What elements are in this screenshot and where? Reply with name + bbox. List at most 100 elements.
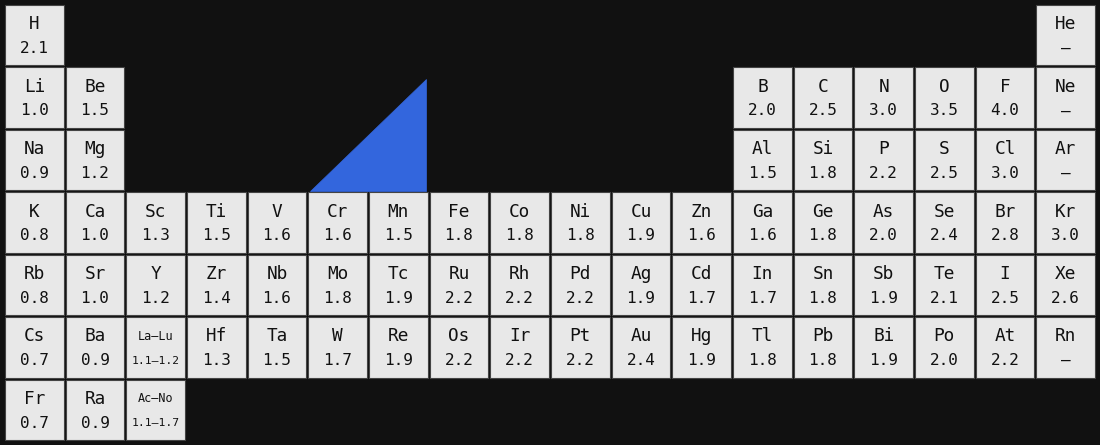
Text: 1.9: 1.9 (384, 353, 412, 368)
Bar (915, 255, 974, 315)
Text: Rh: Rh (509, 265, 530, 283)
Bar (733, 130, 792, 190)
Text: 2.0: 2.0 (930, 353, 959, 368)
Bar (855, 255, 913, 315)
Text: 1.9: 1.9 (627, 291, 656, 306)
Text: 1.4: 1.4 (202, 291, 231, 306)
Text: 0.9: 0.9 (80, 416, 109, 431)
Text: Fr: Fr (24, 390, 45, 408)
Text: La–Lu: La–Lu (138, 330, 174, 343)
Text: Cr: Cr (327, 202, 349, 221)
Text: K: K (29, 202, 40, 221)
Text: 0.9: 0.9 (20, 166, 48, 181)
Text: 1.6: 1.6 (263, 228, 292, 243)
Text: 4.0: 4.0 (991, 103, 1020, 118)
Bar (66, 255, 124, 315)
Text: 1.8: 1.8 (808, 166, 837, 181)
Text: Mo: Mo (327, 265, 349, 283)
Bar (6, 5, 64, 65)
Text: 1.8: 1.8 (505, 228, 535, 243)
Bar (794, 255, 852, 315)
Bar (976, 130, 1034, 190)
Text: W: W (332, 328, 343, 345)
Text: 1.8: 1.8 (444, 228, 473, 243)
Text: Cl: Cl (994, 140, 1015, 158)
Text: –: – (1060, 103, 1070, 118)
Text: 1.0: 1.0 (80, 291, 109, 306)
Text: Al: Al (751, 140, 773, 158)
Text: Au: Au (630, 328, 651, 345)
Text: 3.0: 3.0 (1052, 228, 1080, 243)
Bar (612, 192, 670, 253)
Text: Ar: Ar (1055, 140, 1076, 158)
Bar (794, 192, 852, 253)
Text: 0.8: 0.8 (20, 228, 48, 243)
Text: Si: Si (813, 140, 834, 158)
Text: 1.7: 1.7 (688, 291, 716, 306)
Bar (368, 317, 428, 377)
Text: 2.2: 2.2 (444, 291, 473, 306)
Text: F: F (1000, 78, 1010, 96)
Text: 2.1: 2.1 (930, 291, 959, 306)
Bar (612, 317, 670, 377)
Text: 3.0: 3.0 (991, 166, 1020, 181)
Bar (733, 192, 792, 253)
Text: 2.2: 2.2 (444, 353, 473, 368)
Bar (733, 68, 792, 128)
Bar (976, 317, 1034, 377)
Bar (794, 68, 852, 128)
Bar (794, 317, 852, 377)
Text: Y: Y (151, 265, 161, 283)
Text: Pt: Pt (570, 328, 591, 345)
Text: 0.8: 0.8 (20, 291, 48, 306)
Bar (66, 192, 124, 253)
Bar (126, 255, 185, 315)
Text: 1.5: 1.5 (263, 353, 292, 368)
Bar (976, 68, 1034, 128)
Text: Li: Li (24, 78, 45, 96)
Text: Mn: Mn (387, 202, 409, 221)
Bar (126, 192, 185, 253)
Text: Br: Br (994, 202, 1015, 221)
Text: 1.0: 1.0 (20, 103, 48, 118)
Bar (430, 192, 488, 253)
Text: Cu: Cu (630, 202, 651, 221)
Bar (187, 317, 245, 377)
Text: 1.2: 1.2 (141, 291, 170, 306)
Text: 2.2: 2.2 (869, 166, 898, 181)
Text: 1.0: 1.0 (80, 228, 109, 243)
Bar (794, 130, 852, 190)
Bar (1036, 192, 1094, 253)
Bar (491, 317, 549, 377)
Text: Be: Be (85, 78, 106, 96)
Bar (6, 255, 64, 315)
Text: C: C (817, 78, 828, 96)
Bar (66, 380, 124, 440)
Bar (672, 192, 732, 253)
Bar (248, 255, 306, 315)
Text: 1.9: 1.9 (869, 353, 898, 368)
Text: 1.5: 1.5 (80, 103, 109, 118)
Text: Os: Os (449, 328, 470, 345)
Bar (6, 380, 64, 440)
Bar (672, 255, 732, 315)
Text: Pd: Pd (570, 265, 591, 283)
Text: 2.0: 2.0 (748, 103, 777, 118)
Text: 1.8: 1.8 (748, 353, 777, 368)
Text: 1.9: 1.9 (384, 291, 412, 306)
Bar (66, 68, 124, 128)
Bar (6, 317, 64, 377)
Polygon shape (310, 79, 426, 191)
Text: 2.6: 2.6 (1052, 291, 1080, 306)
Bar (976, 255, 1034, 315)
Bar (248, 192, 306, 253)
Text: 0.9: 0.9 (80, 353, 109, 368)
Text: Zr: Zr (206, 265, 227, 283)
Text: Ru: Ru (449, 265, 470, 283)
Text: Ir: Ir (509, 328, 530, 345)
Text: Se: Se (934, 202, 955, 221)
Text: Ac–No: Ac–No (138, 392, 174, 405)
Bar (126, 317, 185, 377)
Bar (308, 255, 367, 315)
Text: 1.5: 1.5 (202, 228, 231, 243)
